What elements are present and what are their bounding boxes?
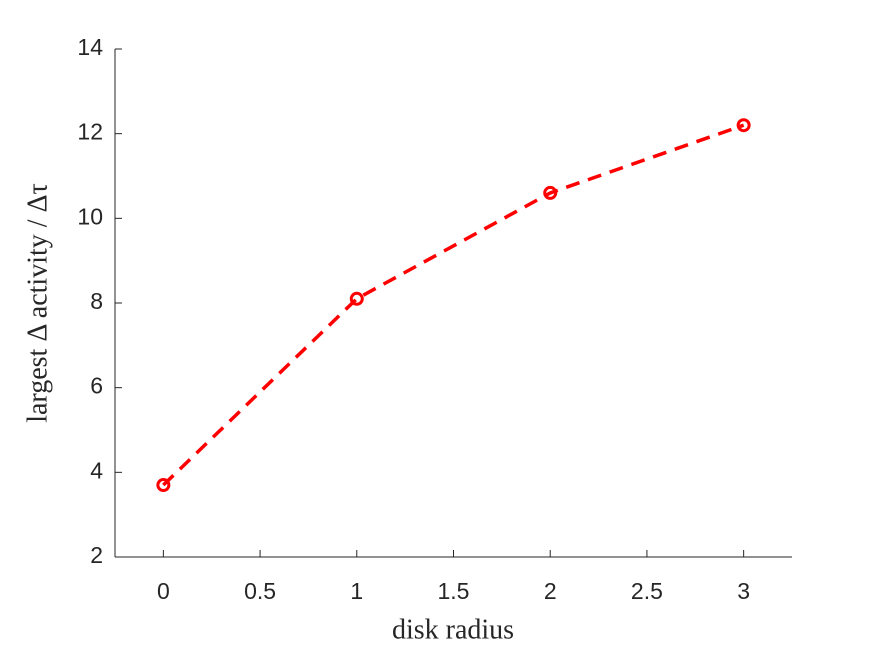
- x-tick-label: 3: [737, 578, 750, 604]
- y-tick-label: 4: [90, 457, 103, 483]
- y-axis-label: largest Δ activity / Δτ: [22, 183, 53, 423]
- y-tick-label: 8: [90, 288, 103, 314]
- data-line: [162, 123, 745, 487]
- y-tick-label: 10: [77, 203, 103, 229]
- y-tick-label: 2: [90, 542, 103, 568]
- data-marker: [156, 478, 171, 493]
- x-tick-label: 1: [350, 578, 363, 604]
- x-tick-label: 2: [544, 578, 557, 604]
- data-marker: [736, 118, 751, 133]
- x-tick-label: 2.5: [631, 578, 663, 604]
- y-tick-label: 12: [77, 119, 103, 145]
- y-tick-label: 14: [77, 34, 103, 60]
- data-marker: [349, 291, 364, 306]
- x-tick-label: 1.5: [438, 578, 470, 604]
- x-tick-label: 0.5: [244, 578, 276, 604]
- x-axis-label: disk radius: [392, 614, 514, 645]
- data-marker: [543, 185, 558, 200]
- y-tick-label: 6: [90, 373, 103, 399]
- x-tick-label: 0: [157, 578, 170, 604]
